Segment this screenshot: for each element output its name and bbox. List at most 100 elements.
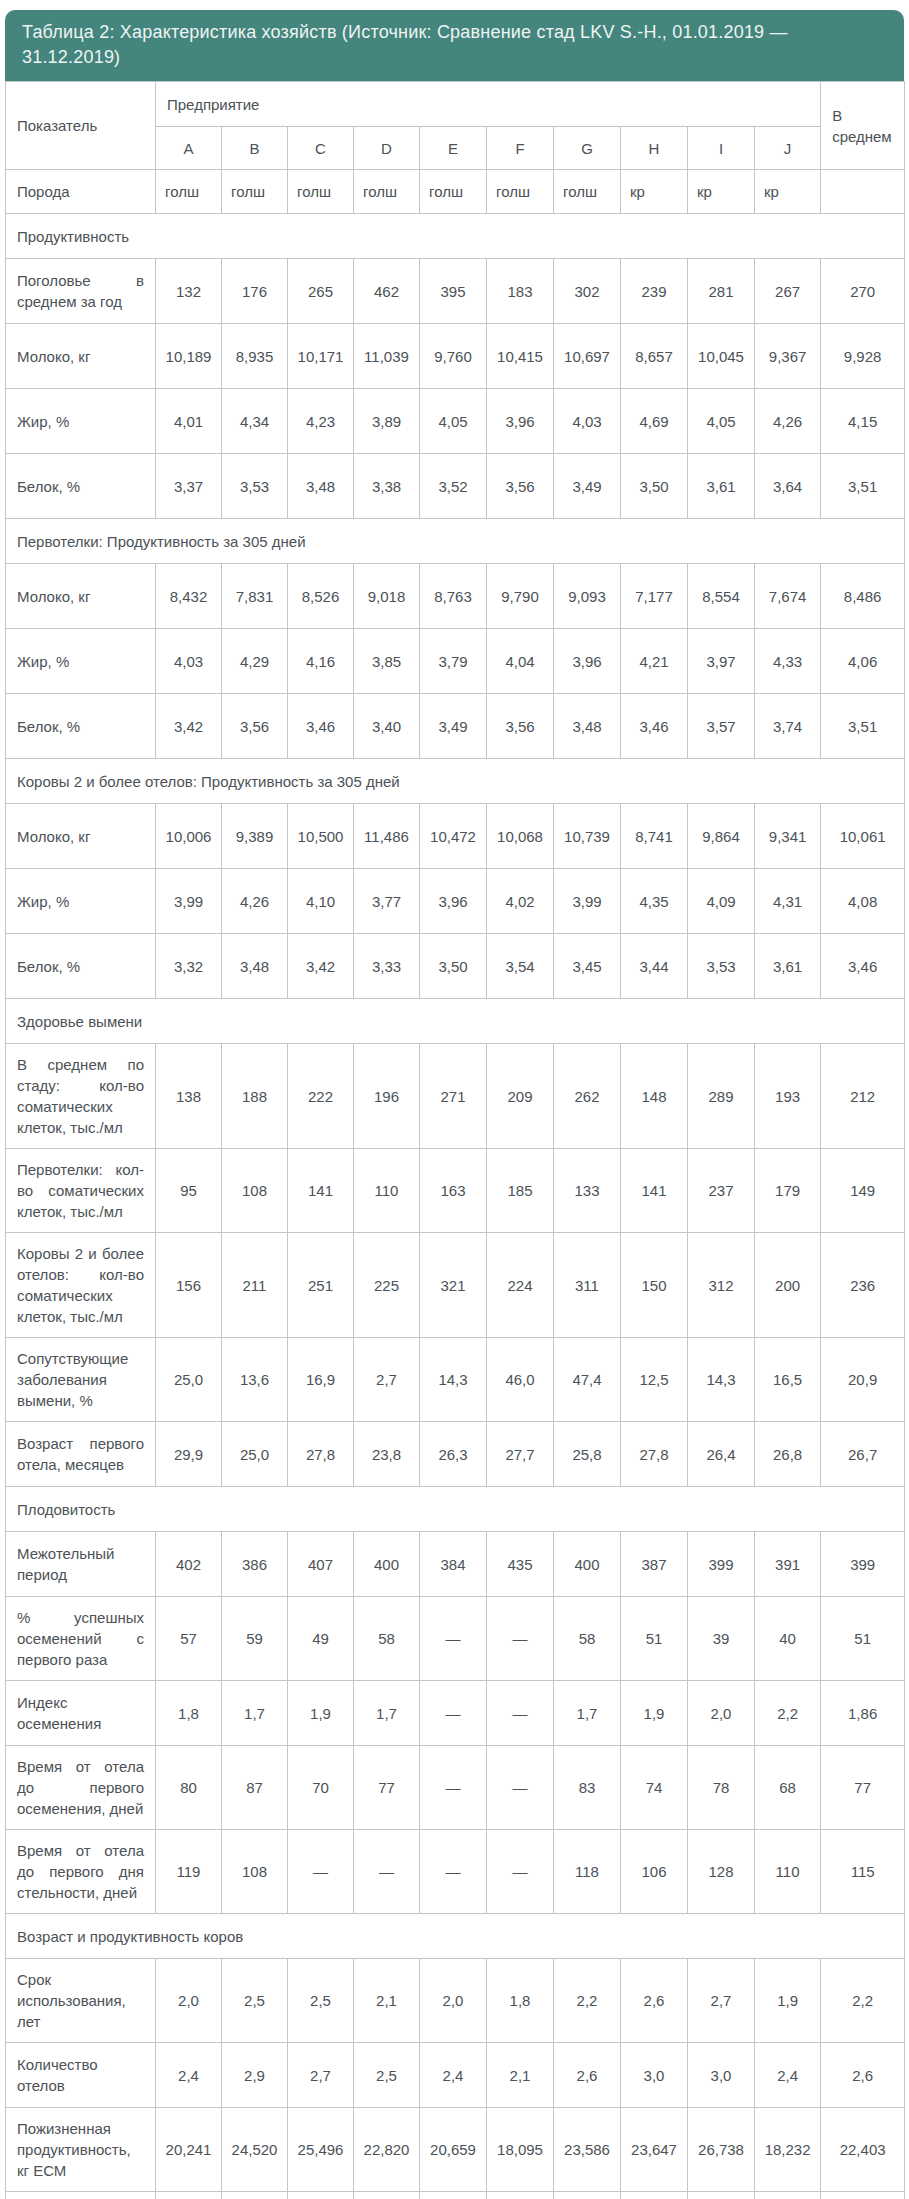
cell-value: 1,8 (487, 1959, 554, 2043)
column-header-enterprise-d: D (354, 127, 420, 170)
section-row: Коровы 2 и более отелов: Продуктивность … (6, 759, 905, 804)
table-row: Молоко, кг10,0069,38910,50011,48610,4721… (6, 804, 905, 869)
table-row: Жир, %4,014,344,233,894,053,964,034,694,… (6, 389, 905, 454)
cell-value: 3,96 (487, 389, 554, 454)
table-row: Жир, %4,034,294,163,853,794,043,964,213,… (6, 629, 905, 694)
column-header-enterprise-g: G (554, 127, 621, 170)
cell-value: 384 (420, 1532, 487, 1597)
cell-value: — (487, 1681, 554, 1746)
cell-value: 150 (621, 1233, 688, 1338)
cell-value: 77 (821, 1746, 905, 1830)
cell-value: 14,3 (688, 1338, 755, 1422)
cell-value: 132 (156, 259, 222, 324)
table-row: Срок использования, лет2,02,52,52,12,01,… (6, 1959, 905, 2043)
row-label: Молоко, кг (6, 564, 156, 629)
cell-value: 3,45 (554, 934, 621, 999)
cell-value: 26,8 (755, 1422, 821, 1487)
cell-value: 2,1 (487, 2043, 554, 2108)
row-label: Время от отела до первого дня стельности… (6, 1830, 156, 1914)
cell-value: 400 (554, 1532, 621, 1597)
row-label: Молоко, кг (6, 804, 156, 869)
row-label: Поголовье в среднем за год (6, 259, 156, 324)
cell-value: 10,739 (554, 804, 621, 869)
cell-value: 4,16 (288, 629, 354, 694)
cell-value: 2,0 (156, 1959, 222, 2043)
cell-value: 27,8 (621, 1422, 688, 1487)
cell-value: 4,06 (821, 629, 905, 694)
cell-value: 4,35 (621, 869, 688, 934)
cell-value: 3,38 (354, 454, 420, 519)
cell-value: 9,928 (821, 324, 905, 389)
row-label: Коровы 2 и более отелов: кол-во соматиче… (6, 1233, 156, 1338)
cell-value: 386 (222, 1532, 288, 1597)
section-header-label: Коровы 2 и более отелов: Продуктивность … (6, 759, 905, 804)
cell-value: 25,0 (156, 1338, 222, 1422)
row-label: % успешных осеменений с первого раза (6, 1597, 156, 1681)
cell-value: 9,864 (688, 804, 755, 869)
cell-value: 262 (554, 1044, 621, 1149)
cell-value: 12,0 (755, 2192, 821, 2199)
cell-value: 2,6 (821, 2043, 905, 2108)
column-header-enterprise-h: H (621, 127, 688, 170)
cell-value: 402 (156, 1532, 222, 1597)
cell-value: 4,09 (688, 869, 755, 934)
row-label: Количество отелов (6, 2043, 156, 2108)
cell-value: 281 (688, 259, 755, 324)
cell-value: 3,48 (554, 694, 621, 759)
cell-value: 58 (554, 1597, 621, 1681)
cell-value: 3,51 (821, 694, 905, 759)
cell-value: 25,496 (288, 2108, 354, 2192)
cell-value: 22,820 (354, 2108, 420, 2192)
cell-value: 14,3 (420, 1338, 487, 1422)
cell-value (821, 170, 905, 214)
cell-value: 2,7 (288, 2043, 354, 2108)
table-title-banner: Таблица 2: Характеристика хозяйств (Исто… (5, 10, 904, 81)
cell-value: 110 (354, 1149, 420, 1233)
table-row: Коровы 2 и более отелов: кол-во соматиче… (6, 1233, 905, 1338)
section-row: Продуктивность (6, 214, 905, 259)
row-label: Белок, % (6, 934, 156, 999)
cell-value: 271 (420, 1044, 487, 1149)
table-body: Породаголшголшголшголшголшголшголшкркркр… (6, 170, 905, 2199)
cell-value: 141 (621, 1149, 688, 1233)
cell-value: голш (222, 170, 288, 214)
table-row: Молоко, кг10,1898,93510,17111,0399,76010… (6, 324, 905, 389)
cell-value: 14,7 (288, 2192, 354, 2199)
cell-value: 188 (222, 1044, 288, 1149)
cell-value: 59 (222, 1597, 288, 1681)
cell-value: 2,9 (222, 2043, 288, 2108)
row-label: Порода (6, 170, 156, 214)
cell-value: 22,403 (821, 2108, 905, 2192)
cell-value: 9,389 (222, 804, 288, 869)
page-container: Таблица 2: Характеристика хозяйств (Исто… (5, 10, 904, 2199)
section-header-label: Плодовитость (6, 1487, 905, 1532)
cell-value: 163 (420, 1149, 487, 1233)
cell-value: 4,08 (821, 869, 905, 934)
table-row: Пожизненная суточная продуктивность, кг … (6, 2192, 905, 2199)
cell-value: 106 (621, 1830, 688, 1914)
cell-value: 399 (688, 1532, 755, 1597)
cell-value: 149 (821, 1149, 905, 1233)
table-row: Сопутствующие заболевания вымени, %25,01… (6, 1338, 905, 1422)
cell-value: 237 (688, 1149, 755, 1233)
cell-value: 407 (288, 1532, 354, 1597)
table-row: Пожизненная продуктивность, кг ЕСМ20,241… (6, 2108, 905, 2192)
table-row: Белок, %3,373,533,483,383,523,563,493,50… (6, 454, 905, 519)
cell-value: 3,42 (288, 934, 354, 999)
cell-value: 10,189 (156, 324, 222, 389)
cell-value: 3,46 (621, 694, 688, 759)
cell-value: 2,4 (755, 2043, 821, 2108)
row-label: Белок, % (6, 454, 156, 519)
cell-value: 391 (755, 1532, 821, 1597)
cell-value: 3,51 (821, 454, 905, 519)
cell-value: 40 (755, 1597, 821, 1681)
cell-value: 4,10 (288, 869, 354, 934)
row-label: Жир, % (6, 389, 156, 454)
cell-value: 2,6 (554, 2043, 621, 2108)
cell-value: 3,54 (487, 934, 554, 999)
cell-value: 9,367 (755, 324, 821, 389)
cell-value: 108 (222, 1149, 288, 1233)
cell-value: 7,831 (222, 564, 288, 629)
cell-value: 8,935 (222, 324, 288, 389)
cell-value: 148 (621, 1044, 688, 1149)
